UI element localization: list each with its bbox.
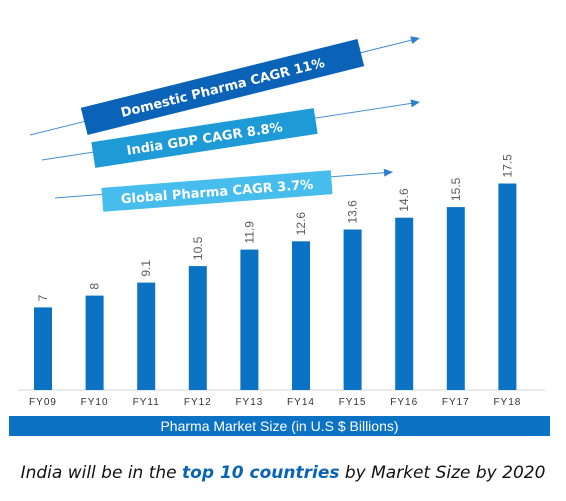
value-label-fy15: 13.6 — [346, 200, 360, 224]
value-label-fy18: 17.5 — [500, 154, 514, 178]
caption: India will be in the top 10 countries by… — [0, 463, 566, 483]
tick-label-fy11: FY11 — [133, 397, 160, 408]
tick-label-fy15: FY15 — [339, 397, 367, 408]
value-label-fy14: 12.6 — [294, 212, 308, 236]
bar-fy16 — [395, 217, 414, 390]
cagr-arrow-head-3 — [383, 168, 393, 177]
bar-fy18 — [498, 183, 517, 390]
tick-label-fy18: FY18 — [493, 397, 521, 408]
bar-fy17 — [446, 207, 465, 390]
tick-label-fy16: FY16 — [390, 397, 418, 408]
caption-suffix: by Market Size by 2020 — [339, 463, 546, 483]
tick-label-fy12: FY12 — [184, 397, 212, 408]
cagr-arrow-head-2 — [410, 99, 420, 108]
tick-label-fy13: FY13 — [235, 397, 263, 408]
cagr-banner-1: Domestic Pharma CAGR 11% — [80, 39, 365, 135]
bar-chart: 7 FY09 8 FY10 9.1 FY11 10.5 FY12 11.9 FY13 12.6 FY1… — [18, 36, 545, 408]
value-label-fy12: 10.5 — [191, 236, 205, 260]
bar-fy11 — [137, 282, 156, 390]
bar-fy12 — [188, 266, 207, 390]
tick-label-fy09: FY09 — [29, 397, 57, 408]
bar-fy10 — [85, 295, 104, 390]
cagr-annotation-1: Domestic Pharma CAGR 11% — [29, 36, 420, 136]
bar-fy15 — [343, 229, 362, 390]
value-label-fy17: 15.5 — [449, 177, 463, 201]
tick-label-fy17: FY17 — [442, 397, 470, 408]
cagr-banner-3: Global Pharma CAGR 3.7% — [101, 170, 333, 212]
footer-bar: Pharma Market Size (in U.S $ Billions) — [9, 416, 550, 436]
footer-label: Pharma Market Size (in U.S $ Billions) — [160, 418, 399, 434]
tick-label-fy14: FY14 — [287, 397, 315, 408]
value-label-fy13: 11.9 — [242, 221, 256, 244]
caption-highlight: top 10 countries — [182, 463, 340, 483]
tick-label-fy10: FY10 — [81, 397, 109, 408]
caption-prefix: India will be in the — [20, 463, 183, 483]
value-label-fy16: 14.6 — [397, 188, 411, 212]
value-label-fy11: 9.1 — [139, 260, 153, 277]
cagr-banner-box-3 — [101, 170, 333, 212]
cagr-banner-box-2 — [91, 108, 318, 168]
bar-fy14 — [292, 241, 310, 390]
cagr-annotations: Domestic Pharma CAGR 11%India GDP CAGR 8… — [29, 36, 420, 212]
bar-fy09 — [34, 307, 52, 390]
value-label-fy09: 7 — [36, 294, 50, 301]
cagr-annotation-3: Global Pharma CAGR 3.7% — [54, 168, 393, 212]
cagr-banner-box-1 — [80, 39, 365, 135]
cagr-arrow-head-1 — [410, 36, 420, 45]
bar-fy13 — [240, 249, 259, 390]
bars-group: 7 FY09 8 FY10 9.1 FY11 10.5 FY12 11.9 FY13 12.6 FY1… — [29, 154, 521, 408]
value-label-fy10: 8 — [88, 283, 102, 290]
